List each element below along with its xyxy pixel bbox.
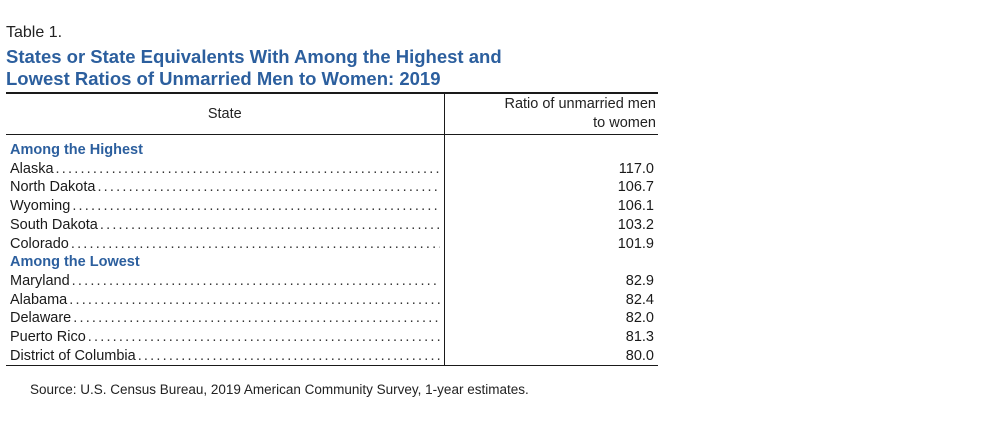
table-title-line-2: Lowest Ratios of Unmarried Men to Women:… [6, 68, 441, 89]
ratio-column-header: Ratio of unmarried men to women [444, 94, 658, 135]
leader-dots: ........................................… [70, 235, 440, 252]
state-name: Colorado [10, 235, 69, 252]
state-name: Delaware [10, 310, 72, 327]
table-row: Maryland................................… [6, 271, 658, 291]
state-name: South Dakota [10, 216, 98, 233]
table-row: Alaska..................................… [6, 159, 658, 179]
ratio-value: 117.0 [618, 160, 654, 177]
source-note: Source: U.S. Census Bureau, 2019 America… [30, 382, 529, 397]
ratio-header-line-2: to women [593, 115, 656, 131]
ratio-value: 82.0 [625, 310, 654, 327]
group-empty-cell [444, 135, 658, 160]
table-container: Table 1. States or State Equivalents Wit… [6, 24, 658, 367]
leader-dots: ........................................… [97, 179, 440, 196]
group-header-row: Among the Highest [6, 134, 658, 160]
table-row: District of Columbia....................… [6, 346, 658, 367]
state-cell: Alaska..................................… [6, 159, 445, 179]
group-header-row: Among the Lowest [6, 253, 658, 272]
state-name: Alaska [10, 160, 54, 177]
table-title-line-1: States or State Equivalents With Among t… [6, 46, 502, 67]
leader-dots: ........................................… [72, 198, 440, 215]
state-cell: Alabama.................................… [6, 290, 445, 310]
leader-dots: ........................................… [55, 160, 440, 177]
table-row: Alabama.................................… [6, 290, 658, 310]
leader-dots: ........................................… [87, 329, 440, 346]
ratio-value: 82.4 [625, 291, 654, 308]
table-row: North Dakota............................… [6, 178, 658, 198]
ratio-value: 101.9 [617, 235, 654, 252]
state-name: Wyoming [10, 198, 71, 215]
state-cell: Wyoming.................................… [6, 197, 445, 216]
table-body: Among the Highest Alaska.................… [6, 134, 658, 367]
state-cell: South Dakota............................… [6, 215, 445, 235]
state-column-header: State [6, 94, 445, 135]
group-label: Among the Lowest [6, 253, 445, 272]
state-cell: District of Columbia....................… [6, 346, 445, 367]
title-rule [6, 92, 658, 94]
state-cell: Delaware................................… [6, 309, 445, 329]
ratio-value: 106.7 [617, 179, 654, 196]
state-cell: Colorado................................… [6, 234, 445, 254]
ratio-value: 80.0 [444, 346, 658, 367]
leader-dots: ........................................… [69, 291, 440, 308]
state-cell: Maryland................................… [6, 271, 445, 291]
table-label: Table 1. [6, 24, 63, 41]
ratio-value: 82.9 [625, 272, 654, 289]
state-name: District of Columbia [10, 347, 136, 364]
table-title: States or State Equivalents With Among t… [6, 46, 658, 90]
ratio-value: 81.3 [625, 329, 654, 346]
group-empty-cell [444, 253, 658, 272]
table-row: Wyoming.................................… [6, 197, 658, 216]
state-name: North Dakota [10, 179, 96, 196]
state-cell: North Dakota............................… [6, 178, 445, 198]
ratio-header-line-1: Ratio of unmarried men [504, 96, 656, 112]
leader-dots: ........................................… [99, 216, 440, 233]
table-row: Puerto Rico.............................… [6, 328, 658, 347]
leader-dots: ........................................… [73, 310, 440, 327]
table-row: South Dakota............................… [6, 215, 658, 235]
ratio-value: 106.1 [617, 198, 654, 215]
state-name: Alabama [10, 291, 68, 308]
table-row: Delaware................................… [6, 309, 658, 329]
state-name: Maryland [10, 272, 70, 289]
header-row: State Ratio of unmarried men to women [6, 94, 658, 135]
group-label: Among the Highest [6, 134, 445, 160]
state-cell: Puerto Rico.............................… [6, 328, 445, 347]
ratio-value: 103.2 [617, 216, 654, 233]
ratio-table: State Ratio of unmarried men to women Am… [6, 94, 658, 367]
leader-dots: ........................................… [71, 272, 440, 289]
table-row: Colorado................................… [6, 234, 658, 254]
state-name: Puerto Rico [10, 329, 86, 346]
leader-dots: ........................................… [137, 347, 440, 364]
